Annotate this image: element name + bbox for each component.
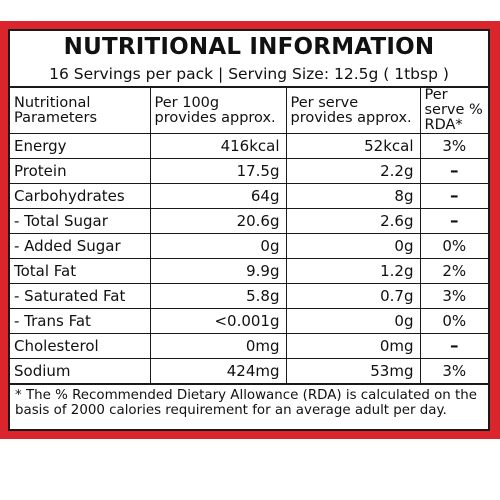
row-rda: – xyxy=(419,333,488,359)
row-rda: 2% xyxy=(419,258,488,284)
row-parameter: Energy xyxy=(10,133,151,159)
row-per-serve: 8g xyxy=(285,183,421,209)
row-per-100g: 424mg xyxy=(149,358,287,384)
row-parameter: Cholesterol xyxy=(10,333,151,359)
row-rda: – xyxy=(419,208,488,234)
table-row: - Trans Fat <0.001g 0g 0% xyxy=(10,308,488,334)
row-rda: 3% xyxy=(419,283,488,309)
nutrition-panel: NUTRITIONAL INFORMATION 16 Servings per … xyxy=(8,29,490,431)
row-per-serve: 2.6g xyxy=(285,208,421,234)
table-row: Carbohydrates 64g 8g – xyxy=(10,183,488,209)
row-rda: 3% xyxy=(419,133,488,159)
row-per-100g: 0g xyxy=(149,233,287,259)
table-row: Cholesterol 0mg 0mg – xyxy=(10,333,488,359)
row-parameter: - Trans Fat xyxy=(10,308,151,334)
row-per-100g: 0mg xyxy=(149,333,287,359)
row-per-100g: 5.8g xyxy=(149,283,287,309)
row-parameter: Protein xyxy=(10,158,151,184)
row-parameter: - Total Sugar xyxy=(10,208,151,234)
row-per-serve: 0mg xyxy=(285,333,421,359)
table-header-row: Nutritional Parameters Per 100g provides… xyxy=(10,88,488,134)
row-rda: 0% xyxy=(419,308,488,334)
row-per-100g: 416kcal xyxy=(149,133,287,159)
row-per-serve: 0.7g xyxy=(285,283,421,309)
row-rda: 3% xyxy=(419,358,488,384)
row-per-serve: 0g xyxy=(285,233,421,259)
row-per-100g: 9.9g xyxy=(149,258,287,284)
header-rda: Per serve % RDA* xyxy=(419,88,488,134)
row-rda: – xyxy=(419,183,488,209)
row-per-100g: <0.001g xyxy=(149,308,287,334)
row-per-serve: 0g xyxy=(285,308,421,334)
row-per-serve: 2.2g xyxy=(285,158,421,184)
table-row: Total Fat 9.9g 1.2g 2% xyxy=(10,258,488,284)
table-row: Energy 416kcal 52kcal 3% xyxy=(10,133,488,159)
footnote: * The % Recommended Dietary Allowance (R… xyxy=(10,384,488,418)
row-parameter: - Added Sugar xyxy=(10,233,151,259)
table-row: - Total Sugar 20.6g 2.6g – xyxy=(10,208,488,234)
row-parameter: Sodium xyxy=(10,358,151,384)
table-row: - Added Sugar 0g 0g 0% xyxy=(10,233,488,259)
row-per-serve: 1.2g xyxy=(285,258,421,284)
row-per-serve: 53mg xyxy=(285,358,421,384)
row-per-100g: 20.6g xyxy=(149,208,287,234)
row-parameter: - Saturated Fat xyxy=(10,283,151,309)
serving-info: 16 Servings per pack | Serving Size: 12.… xyxy=(10,64,488,88)
row-rda: 0% xyxy=(419,233,488,259)
header-per-100g: Per 100g provides approx. xyxy=(149,88,287,134)
table-row: - Saturated Fat 5.8g 0.7g 3% xyxy=(10,283,488,309)
footnote-line-1: * The % Recommended Dietary Allowance (R… xyxy=(15,388,478,403)
red-border-frame: NUTRITIONAL INFORMATION 16 Servings per … xyxy=(0,21,500,439)
row-per-serve: 52kcal xyxy=(285,133,421,159)
nutrition-table: Nutritional Parameters Per 100g provides… xyxy=(10,88,488,384)
table-row: Protein 17.5g 2.2g – xyxy=(10,158,488,184)
panel-title: NUTRITIONAL INFORMATION xyxy=(63,34,435,60)
row-per-100g: 17.5g xyxy=(149,158,287,184)
row-rda: – xyxy=(419,158,488,184)
header-parameters: Nutritional Parameters xyxy=(10,88,151,134)
header-per-serve: Per serve provides approx. xyxy=(285,88,421,134)
footnote-line-2: basis of 2000 calories requirement for a… xyxy=(15,403,447,418)
row-parameter: Total Fat xyxy=(10,258,151,284)
table-row: Sodium 424mg 53mg 3% xyxy=(10,358,488,384)
row-per-100g: 64g xyxy=(149,183,287,209)
row-parameter: Carbohydrates xyxy=(10,183,151,209)
table-body: Energy 416kcal 52kcal 3% Protein 17.5g 2.2g – Ca… xyxy=(10,133,488,384)
